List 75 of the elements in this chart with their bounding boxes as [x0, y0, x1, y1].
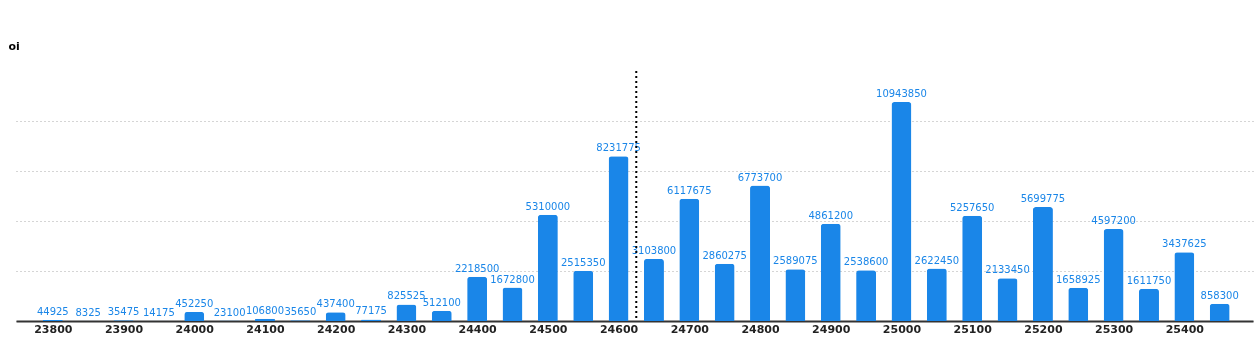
data-label: 106800 — [245, 304, 285, 316]
x-tick-label: 23900 — [104, 322, 144, 336]
x-tick-label: 23800 — [34, 322, 73, 336]
data-label: 2218500 — [454, 262, 500, 274]
bar — [573, 270, 594, 321]
data-label: 1658925 — [1056, 273, 1101, 285]
data-label: 437400 — [316, 298, 355, 310]
data-label: 23100 — [213, 306, 246, 318]
bar — [714, 263, 735, 321]
data-label: 1672800 — [490, 273, 535, 285]
data-label: 4597200 — [1091, 215, 1136, 227]
data-label: 5699775 — [1020, 193, 1066, 204]
x-tick-label: 24100 — [246, 322, 285, 336]
data-label: 858300 — [1200, 289, 1239, 301]
bar — [856, 270, 877, 321]
data-label: 5257650 — [949, 201, 995, 213]
data-label: 2538600 — [843, 256, 889, 268]
data-label: 10943850 — [876, 88, 927, 100]
x-tick-label: 24000 — [175, 322, 215, 336]
data-label: 6117675 — [667, 184, 712, 196]
data-label: 14175 — [143, 306, 175, 318]
bar — [537, 214, 558, 321]
bar — [396, 304, 417, 321]
x-tick-label: 24700 — [670, 322, 710, 336]
data-label: 4861200 — [808, 209, 854, 221]
x-tick-label: 24600 — [599, 322, 639, 336]
data-label: 452250 — [175, 297, 214, 309]
bar — [608, 156, 629, 321]
bar — [785, 269, 806, 321]
data-label: 8325 — [75, 306, 101, 318]
data-label: 35650 — [284, 306, 317, 318]
bar — [467, 276, 488, 321]
bar — [184, 311, 205, 321]
data-label: 44925 — [36, 306, 69, 318]
data-label: 5310000 — [525, 200, 571, 212]
x-tick-label: 24300 — [387, 322, 427, 336]
data-label: 2133450 — [985, 264, 1030, 276]
data-label: 77175 — [355, 305, 387, 317]
bar — [750, 185, 771, 321]
bar — [891, 102, 912, 321]
data-label: 2515350 — [560, 256, 606, 268]
x-tick-label: 24500 — [529, 322, 568, 336]
bar — [1209, 303, 1230, 321]
bar — [1138, 288, 1159, 321]
bar — [997, 278, 1018, 321]
x-tick-label: 25400 — [1165, 322, 1205, 336]
x-tick-label: 24900 — [812, 322, 851, 336]
bar — [1103, 229, 1124, 321]
bar — [1174, 252, 1195, 321]
data-label: 8231775 — [596, 142, 641, 154]
bar — [1032, 207, 1053, 321]
x-tick-label: 24200 — [317, 322, 356, 336]
x-tick-label: 25200 — [1024, 322, 1063, 336]
data-label: 3437625 — [1162, 238, 1207, 250]
x-tick-label: 25000 — [882, 322, 922, 336]
data-label: 2860275 — [702, 249, 747, 261]
x-tick-label: 25300 — [1094, 322, 1134, 336]
bar — [431, 310, 452, 321]
bar — [643, 258, 664, 321]
data-label: 6773700 — [737, 171, 783, 183]
bar — [926, 268, 947, 321]
data-label: 35475 — [107, 306, 140, 318]
bar — [679, 198, 700, 321]
bar — [820, 223, 841, 321]
data-label: 3103800 — [631, 244, 677, 256]
data-label: 1611750 — [1126, 274, 1172, 286]
x-tick-label: 24800 — [741, 322, 780, 336]
x-tick-label: 25100 — [953, 322, 993, 336]
y-axis-title: oi — [8, 39, 20, 53]
bar — [502, 287, 523, 321]
bar — [1068, 287, 1089, 321]
x-tick-label: 24400 — [458, 322, 498, 336]
bar — [962, 215, 983, 321]
data-label: 2589075 — [773, 255, 818, 267]
data-label: 2622450 — [914, 254, 960, 266]
